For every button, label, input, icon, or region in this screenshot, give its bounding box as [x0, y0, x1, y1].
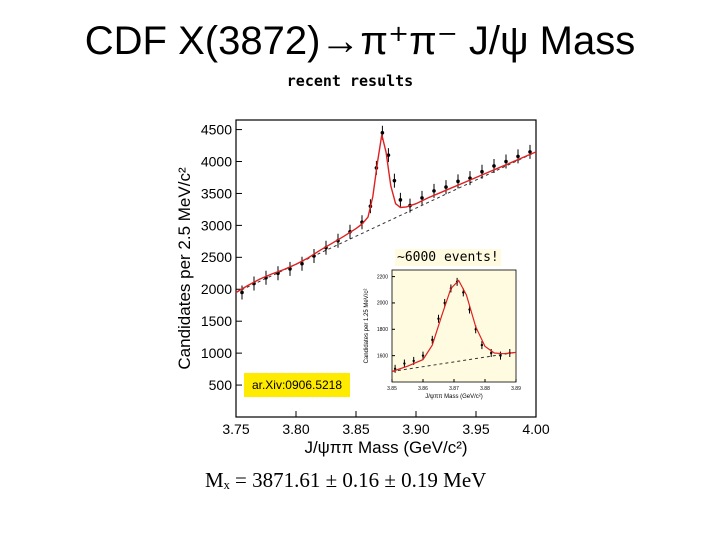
inset-data-point	[462, 291, 465, 294]
main-data-point	[300, 261, 304, 266]
main-data-point	[456, 179, 460, 184]
main-data-point	[504, 159, 508, 164]
inset-x-tick-label: 3.86	[418, 386, 428, 392]
main-y-tick-label: 500	[209, 377, 233, 393]
main-data-point	[528, 150, 532, 154]
main-data-point	[432, 189, 436, 193]
inset-x-tick-label: 3.85	[387, 386, 397, 392]
main-data-point	[240, 290, 244, 295]
main-x-tick-label: 3.85	[342, 421, 369, 437]
inset-y-axis-label: Candidates per 1.25 MeV/c²	[364, 289, 370, 364]
main-x-tick-label: 3.95	[462, 421, 489, 437]
arxiv-text: ar.Xiv:0906.5218	[251, 378, 343, 392]
inset-data-point	[412, 359, 415, 363]
main-plot-frame	[235, 119, 537, 418]
main-x-axis-label: J/ψππ Mass (GeV/c²)	[304, 438, 467, 457]
inset-data-point	[421, 354, 425, 357]
inset-data-point	[499, 354, 502, 357]
main-plot-group: 3.75 3.80 3.85 3.90 3.95 4.00 500 1000 1500 2000 2…	[175, 119, 550, 457]
main-data-point	[386, 153, 391, 157]
inset-x-tick-label: 3.88	[480, 386, 490, 392]
inset-label: ~6000 events!	[395, 249, 501, 266]
main-x-tick-label: 4.00	[522, 421, 549, 437]
main-y-tick-label: 4000	[201, 153, 232, 169]
main-y-tick-label: 1500	[201, 313, 232, 329]
arrow-icon: →	[320, 19, 361, 63]
inset-plot-background	[392, 270, 516, 382]
title-rest: J/ψ Mass	[457, 19, 636, 63]
inset-x-axis-label: J/ψππ Mass (GeV/c²)	[425, 394, 483, 400]
inset-data-point	[431, 338, 434, 342]
inset-y-tick-label: 2200	[377, 274, 388, 280]
main-data-point	[392, 178, 397, 183]
inset-plot-group: 3.85 3.86 3.87 3.88 3.89 1600 1800 2000 2200 J/ψπ…	[364, 269, 521, 400]
main-y-tick-label: 3000	[201, 217, 232, 233]
subtitle: recent results	[286, 72, 414, 90]
main-data-point	[420, 196, 424, 200]
main-data-point	[480, 169, 484, 174]
main-data-point	[380, 130, 385, 135]
inset-data-point	[403, 362, 406, 365]
main-y-tick-label: 3500	[201, 185, 232, 201]
main-data-point	[444, 185, 448, 189]
main-data-point	[398, 198, 403, 202]
main-y-tick-label: 1000	[201, 345, 232, 361]
inset-fit-curve	[391, 279, 517, 373]
inset-background-fit-line	[391, 351, 517, 372]
inset-data-point	[490, 351, 493, 355]
main-y-tick-label: 2000	[201, 281, 232, 297]
mass-result: Mₓ = 3871.61 ± 0.16 ± 0.19 MeV	[205, 468, 487, 492]
main-x-tick-label: 3.80	[282, 421, 309, 437]
arxiv-badge: ar.Xiv:0906.5218	[244, 373, 350, 397]
main-y-tick-label: 4500	[201, 121, 232, 137]
main-data-point	[492, 164, 496, 168]
inset-data-point	[393, 367, 397, 371]
title-text: CDF X(3872)	[84, 19, 321, 63]
main-y-tick-label: 2500	[201, 249, 232, 265]
inset-y-tick-label: 2000	[377, 301, 388, 307]
main-y-axis-label: Candidates per 2.5 MeV/c²	[175, 167, 194, 370]
inset-x-tick-label: 3.87	[449, 386, 459, 392]
inset-y-tick-label: 1800	[377, 327, 388, 333]
main-data-point	[516, 154, 520, 159]
main-x-tick-label: 3.75	[222, 421, 249, 437]
inset-y-tick-label: 1600	[377, 353, 388, 359]
main-x-tick-label: 3.90	[402, 421, 429, 437]
title-pions: π⁺π⁻	[360, 19, 458, 63]
inset-x-tick-label: 3.89	[511, 386, 521, 392]
inset-data-point	[437, 317, 440, 320]
page-title: CDF X(3872)→π⁺π⁻ J/ψ Mass	[0, 18, 720, 64]
main-fit-curve	[235, 134, 537, 294]
inset-data-point	[480, 343, 484, 347]
